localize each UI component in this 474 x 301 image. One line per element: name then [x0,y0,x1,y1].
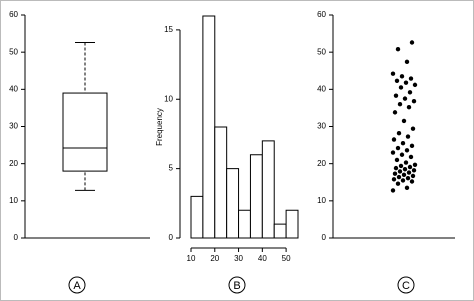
point [411,99,417,104]
point [400,178,406,183]
point [398,85,404,90]
point [412,82,418,88]
bar [273,223,287,239]
bar [214,126,228,239]
point [406,104,412,110]
box [62,92,108,172]
point [406,170,412,175]
y-tick-label: 10 [9,196,18,205]
y-tick-label: 60 [317,10,326,19]
panel-label: B [233,280,240,292]
point [409,40,415,45]
point [405,175,411,181]
bar [226,168,240,239]
point [412,162,418,167]
point [403,160,409,165]
point [408,154,414,160]
x-tick-label: 20 [210,254,219,263]
bar [249,154,263,239]
point [397,169,403,174]
point [392,171,398,176]
point [398,163,404,169]
point [396,174,402,180]
point [402,96,408,101]
point [391,177,397,182]
point [407,90,413,95]
y-tick-label: 0 [169,233,174,242]
panel-label: C [402,280,410,292]
point [399,152,405,157]
x-tick-label: 10 [187,254,196,263]
y-tick-label: 50 [9,47,18,56]
panel-label: A [73,280,81,292]
point [409,179,415,184]
point [390,71,396,76]
point [404,185,410,191]
y-tick-label: 10 [164,94,173,103]
y-tick-label: 0 [322,233,327,242]
bar [238,209,251,239]
y-tick-label: 20 [317,159,326,168]
point [411,168,417,173]
point [394,157,400,163]
y-tick-label: 10 [317,196,326,205]
point [409,143,415,149]
point [410,173,416,179]
bar [261,140,275,239]
point [391,137,397,142]
point [405,134,411,139]
x-tick-label: 30 [234,254,243,263]
point [404,59,410,65]
panel-label-circle [228,276,246,294]
panel-label-circle [397,276,415,294]
point [395,145,401,151]
point [404,148,410,153]
point [410,126,416,131]
point [396,130,402,136]
point [395,181,401,186]
point [397,102,403,107]
y-tick-label: 40 [9,84,18,93]
y-tick-label: 30 [9,122,18,131]
point [393,165,399,171]
y-axis-title: Frequency [155,108,164,146]
point [399,74,405,79]
y-tick-label: 20 [9,159,18,168]
y-tick-label: 5 [169,164,174,173]
point [402,167,408,172]
bar [285,209,299,239]
point [407,164,413,170]
y-tick-label: 30 [317,122,326,131]
point [390,188,396,193]
bar [202,15,216,239]
point [394,78,400,83]
bar [190,195,204,239]
point [401,172,407,178]
point [395,46,401,52]
y-tick-label: 60 [9,10,18,19]
point [393,93,399,98]
y-tick-label: 50 [317,47,326,56]
point [392,110,398,115]
y-tick-label: 0 [14,233,19,242]
point [400,141,406,146]
point [390,150,396,155]
y-tick-label: 40 [317,84,326,93]
x-tick-label: 40 [258,254,267,263]
y-tick-label: 15 [164,25,173,34]
point [401,118,407,124]
point [408,76,414,81]
panel-label-circle [68,276,86,294]
x-tick-label: 50 [282,254,291,263]
point [403,80,409,85]
